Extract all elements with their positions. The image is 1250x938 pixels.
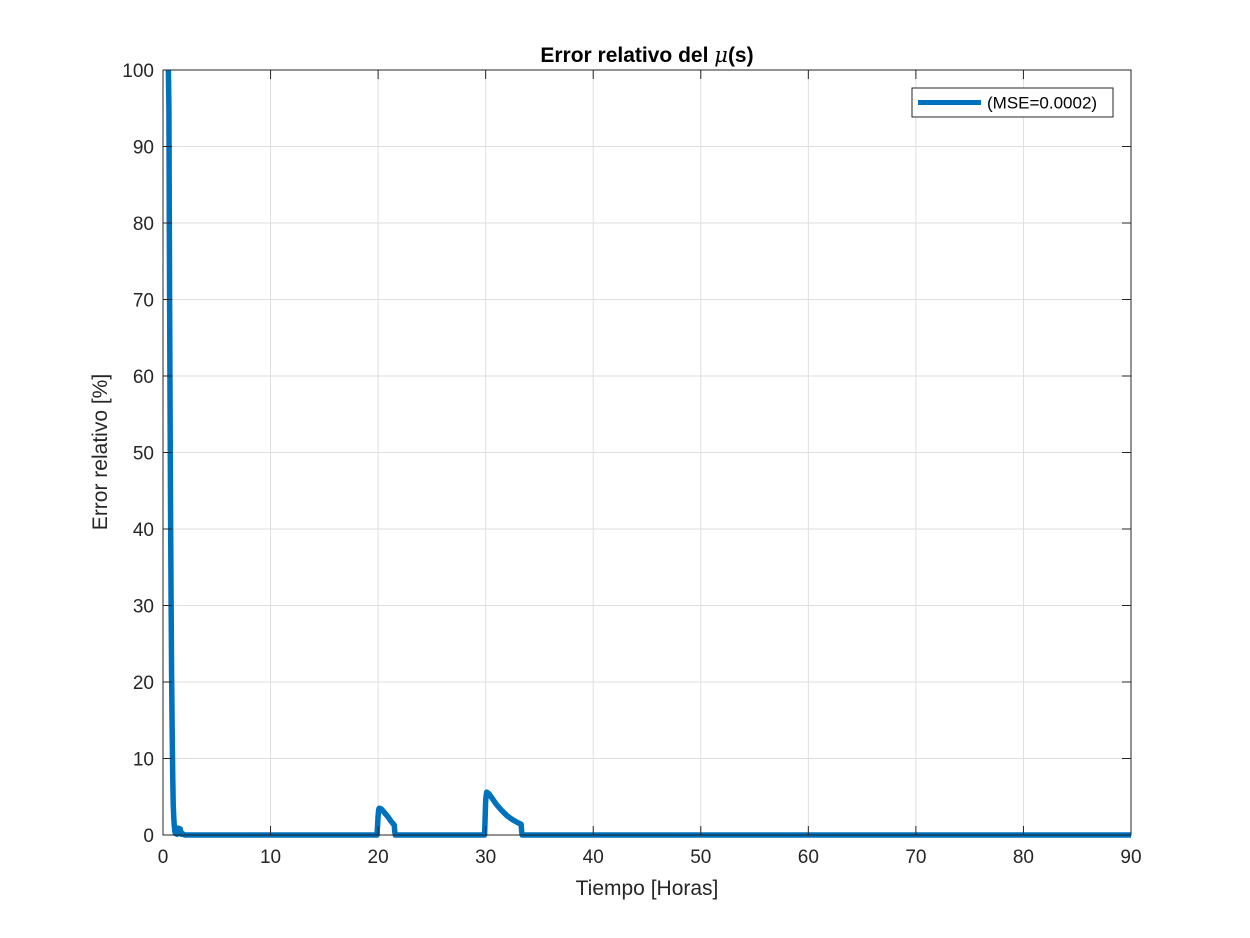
series-layer [165, 69, 1131, 838]
x-tick-label: 10 [260, 847, 281, 868]
x-tick-label: 50 [690, 847, 711, 868]
y-tick-label: 60 [133, 367, 154, 388]
x-tick-label: 60 [798, 847, 819, 868]
y-tick-label: 70 [133, 291, 154, 312]
legend: (MSE=0.0002) [911, 87, 1114, 118]
y-tick-label: 90 [133, 138, 154, 159]
y-tick-label: 20 [133, 673, 154, 694]
x-tick-label: 20 [368, 847, 389, 868]
grid [163, 70, 1131, 835]
x-tick-label: 70 [905, 847, 926, 868]
x-tick-labels: 0 10 20 30 40 50 60 70 80 90 [158, 847, 1142, 868]
y-tick-label: 0 [143, 826, 154, 847]
x-tick-label: 0 [158, 847, 169, 868]
y-tick-label: 80 [133, 214, 154, 235]
ticks [162, 69, 1132, 836]
x-tick-label: 30 [475, 847, 496, 868]
x-tick-label: 40 [583, 847, 604, 868]
y-tick-labels: 0 10 20 30 40 50 60 70 80 90 100 [122, 61, 154, 847]
chart-title: Error relativo del μ(s) [540, 43, 753, 67]
y-tick-label: 10 [133, 750, 154, 771]
y-axis-label: Error relativo [%] [89, 374, 112, 530]
x-tick-label: 90 [1120, 847, 1141, 868]
x-axis-label: Tiempo [Horas] [576, 877, 719, 900]
y-tick-label: 40 [133, 520, 154, 541]
y-tick-label: 100 [122, 61, 154, 82]
title-symbol: μ [714, 43, 728, 67]
title-suffix: (s) [728, 44, 754, 67]
y-tick-label: 50 [133, 444, 154, 465]
legend-label: (MSE=0.0002) [987, 94, 1097, 113]
title-prefix: Error relativo del [540, 44, 714, 67]
series-line [165, 69, 1131, 838]
x-tick-label: 80 [1013, 847, 1034, 868]
y-tick-label: 30 [133, 597, 154, 618]
